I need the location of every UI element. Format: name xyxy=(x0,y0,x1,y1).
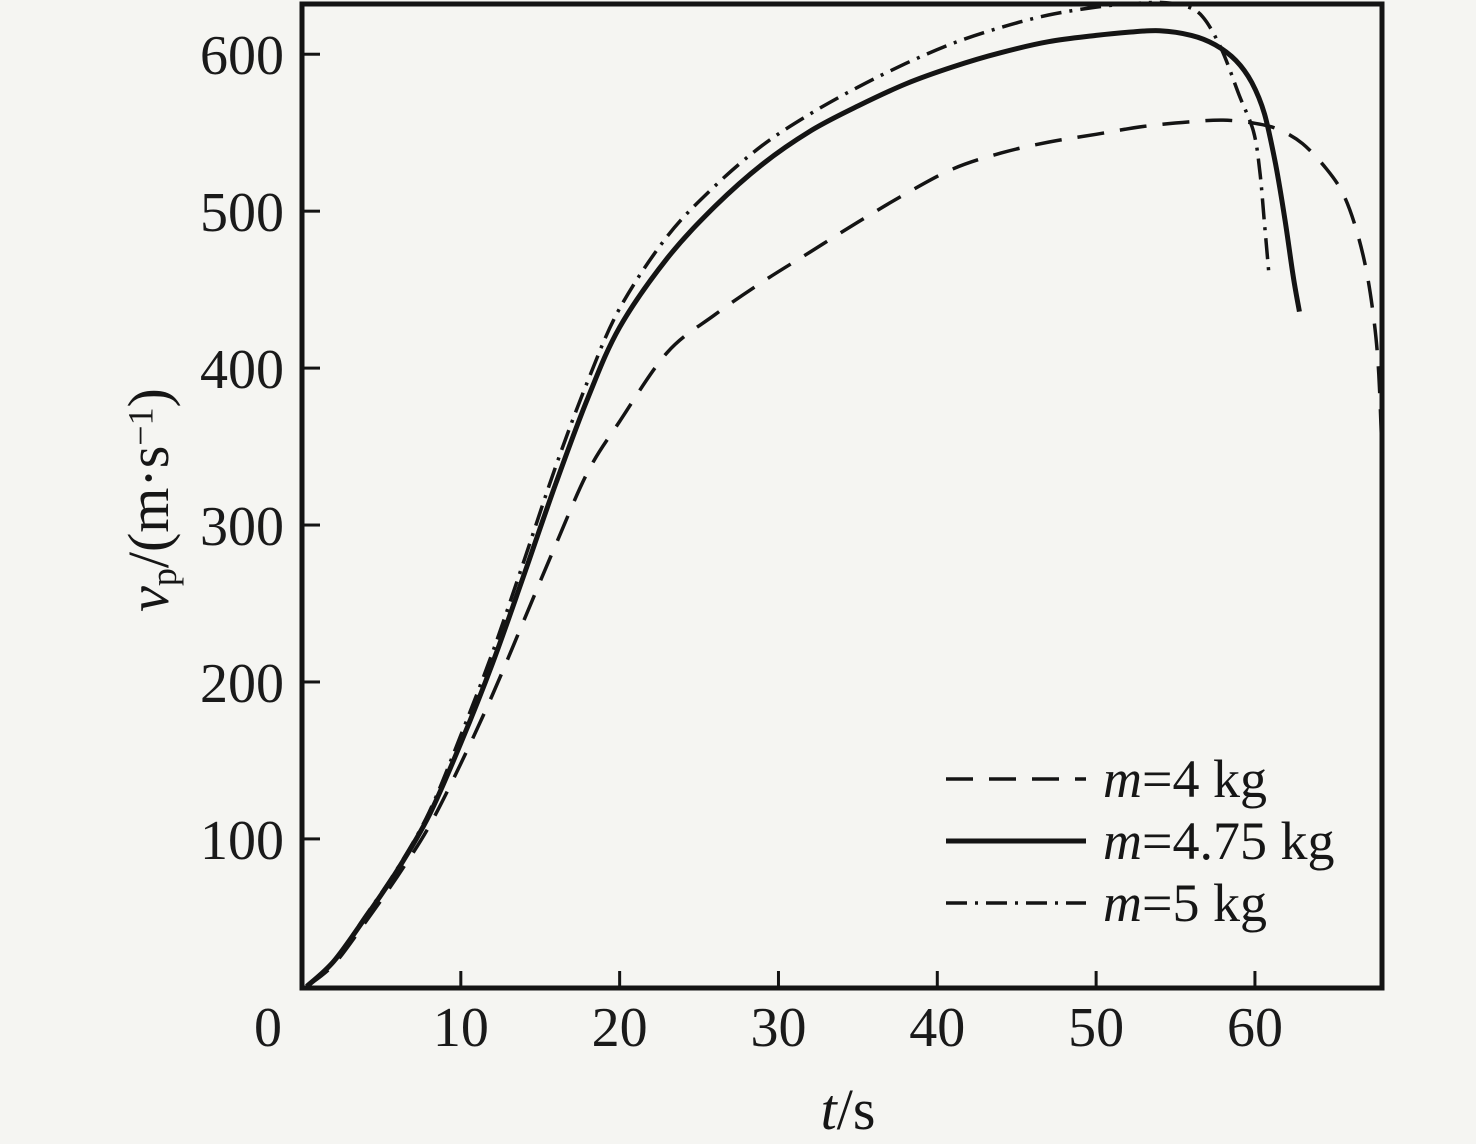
y-axis-title: vp/(m·s−1) xyxy=(115,388,185,612)
legend-line-sample-dashed xyxy=(946,777,1086,781)
x-tick-label: 10 xyxy=(433,997,489,1059)
legend-item-label: m=4.75 kg xyxy=(1103,814,1334,868)
y-tick-label: 300 xyxy=(200,496,284,558)
legend-label-variable: m xyxy=(1103,749,1142,809)
legend-item-label: m=5 kg xyxy=(1103,876,1267,930)
y-axis-ticks xyxy=(304,52,320,841)
x-tick-label: 60 xyxy=(1227,997,1283,1059)
y-tick-label: 400 xyxy=(200,339,284,401)
x-axis-title-variable: t xyxy=(820,1077,837,1142)
y-tick-label: 500 xyxy=(200,182,284,244)
x-axis-tick-labels: 10 20 30 40 50 60 0 xyxy=(254,997,1283,1059)
legend-label-value: =4 kg xyxy=(1142,749,1267,809)
x-tick-label: 40 xyxy=(909,997,965,1059)
x-axis-ticks xyxy=(459,971,1257,986)
legend-item: m=4 kg xyxy=(945,752,1334,806)
y-tick-label: 100 xyxy=(200,810,284,872)
y-axis-title-subscript: p xyxy=(143,568,184,587)
y-tick-label: 200 xyxy=(200,653,284,715)
x-tick-label: 50 xyxy=(1068,997,1124,1059)
legend-item: m=5 kg xyxy=(945,876,1334,930)
y-tick-label: 600 xyxy=(200,25,284,87)
legend-label-value: =4.75 kg xyxy=(1142,811,1335,871)
y-axis-title-variable: v xyxy=(116,586,182,612)
legend-item: m=4.75 kg xyxy=(945,814,1334,868)
x-axis-title-unit: /s xyxy=(836,1077,876,1142)
legend-label-variable: m xyxy=(1103,873,1142,933)
series-curves xyxy=(305,0,1384,989)
legend-item-label: m=4 kg xyxy=(1103,752,1267,806)
legend-label-variable: m xyxy=(1103,811,1142,871)
series-curve-m-5-kg xyxy=(305,0,1271,988)
plot-area-border xyxy=(299,1,1385,991)
series-curve-m-4.75-kg xyxy=(305,28,1302,989)
x-axis-title: t/s xyxy=(821,1076,876,1143)
legend: m=4 kg m=4.75 kg m=5 kg xyxy=(945,752,1334,930)
y-axis-title-unit: /(m·s xyxy=(116,445,182,569)
x-origin-label: 0 xyxy=(254,997,282,1059)
y-axis-tick-labels: 100 200 300 400 500 600 xyxy=(200,25,284,872)
y-axis-title-exponent: −1 xyxy=(120,407,161,446)
y-axis-title-close: ) xyxy=(116,388,182,408)
series-curve-m-4-kg xyxy=(305,118,1384,988)
legend-label-value: =5 kg xyxy=(1142,873,1267,933)
legend-line-sample-dashdot xyxy=(946,901,1086,905)
x-tick-label: 20 xyxy=(592,997,648,1059)
x-tick-label: 30 xyxy=(750,997,806,1059)
legend-line-sample-solid xyxy=(946,838,1086,844)
